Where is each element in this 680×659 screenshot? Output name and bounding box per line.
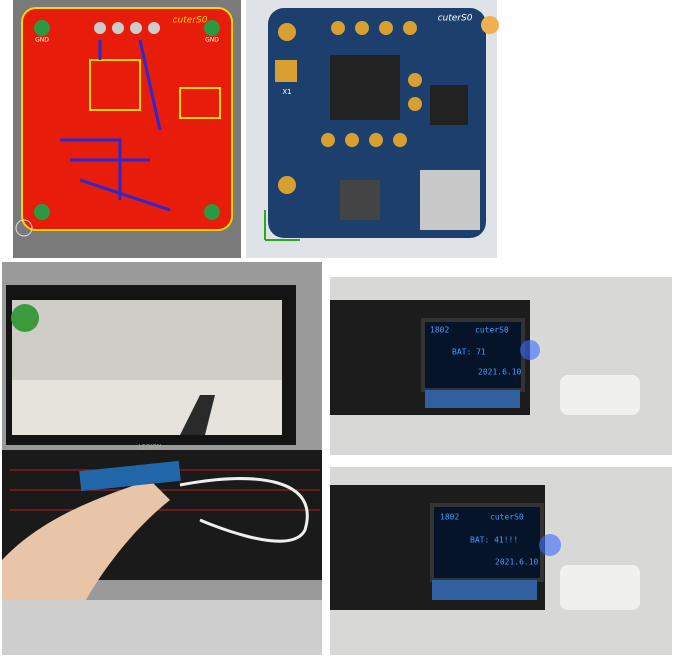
pad [278, 23, 296, 41]
oled-pcb [432, 580, 537, 600]
origin-marker [15, 219, 33, 237]
pad [34, 204, 50, 220]
chip-outline [89, 59, 141, 111]
oled-line: 2021.6.10 [495, 558, 539, 567]
usb-plug [560, 565, 640, 610]
axis-gizmo [264, 210, 300, 241]
usb-connector [420, 170, 480, 230]
pad [403, 21, 417, 35]
chip [430, 85, 468, 125]
board-label: cuterS0 [173, 16, 208, 26]
oled-line: 1802 [430, 326, 449, 335]
oled-line: 2021.6.10 [478, 368, 522, 377]
pad [148, 22, 160, 34]
pad [130, 22, 142, 34]
pad [204, 204, 220, 220]
oled-line: 1802 [440, 513, 459, 522]
pcb-render-photo: cuterS0 X1 [246, 0, 499, 258]
oled-line: cuterS0 [475, 326, 509, 335]
pad [321, 133, 335, 147]
pad [345, 133, 359, 147]
pcb-layout-photo: GND GND cuterS0 [13, 0, 241, 258]
pad [34, 20, 50, 36]
mcu-chip [330, 55, 400, 120]
laptop-photo: LEGION [2, 262, 322, 655]
pad [275, 60, 297, 82]
oled-photo-top: 1802 cuterS0 BAT: 71 2021.6.10 [330, 277, 672, 455]
led-glow [520, 340, 540, 360]
oled-line: BAT: 41!!! [470, 536, 518, 545]
chip-outline [179, 87, 221, 119]
pad [94, 22, 106, 34]
pad [355, 21, 369, 35]
oled-line: BAT: 71 [452, 348, 486, 357]
laptop-brand: LEGION [139, 444, 162, 451]
chip [340, 180, 380, 220]
pcb-board [21, 7, 233, 231]
game-icon [11, 304, 39, 332]
oled-photo-bottom: 1802 cuterS0 BAT: 41!!! 2021.6.10 [330, 467, 672, 655]
pad [112, 22, 124, 34]
pad [408, 73, 422, 87]
game-ground [12, 380, 282, 435]
pad-label: GND [35, 37, 49, 44]
usb-cable [179, 477, 309, 543]
board-label: cuterS0 [438, 14, 473, 24]
pad [369, 133, 383, 147]
pad [278, 176, 296, 194]
part-label: X1 [282, 88, 291, 96]
pad-label: GND [205, 37, 219, 44]
pad [408, 97, 422, 111]
pad [379, 21, 393, 35]
desk [2, 600, 322, 655]
device [79, 460, 181, 492]
corner-glow [481, 16, 499, 34]
traces [60, 39, 171, 212]
pad [204, 20, 220, 36]
oled-pcb [425, 390, 520, 408]
game-weapon [180, 395, 215, 435]
pad [393, 133, 407, 147]
oled-line: cuterS0 [490, 513, 524, 522]
pad [331, 21, 345, 35]
led-glow [539, 534, 561, 556]
usb-plug [560, 375, 640, 415]
